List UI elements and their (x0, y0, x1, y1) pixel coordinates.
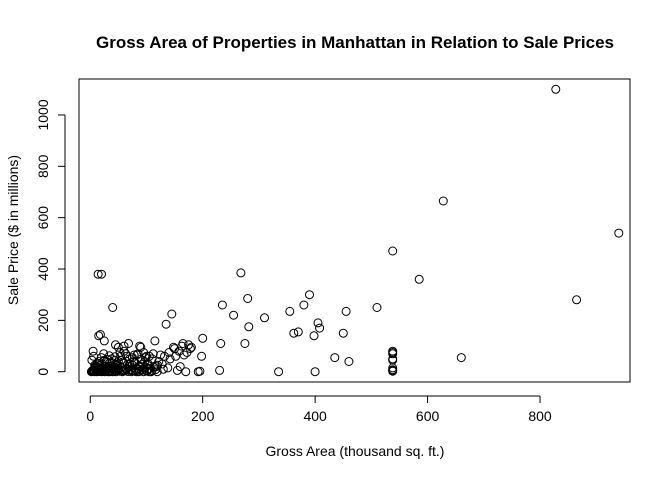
data-point (97, 269, 106, 279)
data-point (152, 367, 162, 377)
data-point (215, 365, 225, 375)
data-point (456, 353, 466, 363)
data-point (94, 331, 104, 341)
chart-title: Gross Area of Properties in Manhattan in… (96, 33, 614, 52)
data-point (217, 300, 227, 310)
data-point (285, 306, 295, 316)
data-point (344, 357, 354, 366)
data-point (293, 327, 303, 337)
data-point (186, 342, 196, 352)
data-point (315, 323, 325, 333)
data-point (104, 351, 114, 361)
data-point (93, 269, 103, 279)
y-tick-label: 1000 (35, 99, 51, 130)
data-point (216, 339, 226, 348)
plot-area (78, 78, 631, 383)
data-point (108, 303, 118, 312)
data-point (135, 341, 145, 351)
data-point (310, 367, 320, 377)
data-point (551, 84, 561, 94)
data-point (95, 330, 105, 339)
data-point (198, 333, 208, 343)
data-point (313, 318, 323, 328)
x-tick-label: 0 (86, 408, 94, 424)
y-tick-label: 600 (35, 206, 51, 230)
data-point (163, 363, 173, 373)
data-point (117, 366, 127, 376)
data-point (309, 331, 319, 341)
data-point (372, 303, 382, 312)
data-point (299, 300, 309, 310)
data-point (146, 367, 156, 377)
data-point (149, 362, 159, 372)
data-point (240, 339, 250, 348)
data-point (338, 328, 348, 338)
data-point (185, 344, 195, 354)
data-point (136, 342, 146, 352)
data-point (165, 354, 175, 364)
data-point (243, 294, 253, 303)
y-tick-label: 400 (35, 257, 51, 281)
x-tick-label: 200 (191, 408, 215, 424)
x-tick-label: 800 (528, 408, 552, 424)
data-point (572, 295, 582, 305)
y-tick-label: 800 (35, 154, 51, 178)
data-point (197, 351, 207, 361)
data-point (260, 313, 269, 323)
data-point (99, 349, 109, 359)
data-point (614, 228, 624, 238)
data-point (167, 309, 177, 319)
data-point (111, 340, 120, 350)
x-tick-label: 600 (416, 408, 440, 424)
data-point (178, 339, 188, 348)
x-axis: 0 200 400 600 800 (86, 395, 552, 424)
data-point (236, 268, 246, 278)
data-point (244, 322, 254, 332)
data-point (88, 346, 98, 356)
data-point (113, 342, 123, 352)
data-point (156, 350, 165, 360)
data-point (103, 367, 113, 377)
data-point (388, 366, 398, 376)
y-tick-label: 200 (35, 308, 51, 332)
data-point (118, 357, 128, 367)
data-point (388, 349, 398, 359)
data-point (195, 366, 205, 376)
x-tick-label: 400 (303, 408, 327, 424)
data-point (229, 310, 239, 320)
data-point (148, 349, 158, 359)
data-point (151, 365, 160, 375)
data-point (274, 367, 284, 377)
y-axis-label: Sale Price ($ in millions) (5, 155, 21, 305)
data-point (99, 336, 109, 346)
data-point (414, 274, 424, 284)
data-point (142, 366, 152, 376)
data-point (289, 328, 299, 338)
data-point (115, 348, 125, 357)
data-point (330, 353, 340, 363)
data-point (121, 364, 131, 374)
y-axis: 0 200 400 600 800 1000 (35, 99, 66, 376)
y-tick-label: 0 (35, 368, 51, 376)
data-point (341, 306, 351, 316)
data-point (119, 341, 129, 351)
data-point (438, 196, 448, 206)
data-point (179, 350, 189, 360)
data-point (143, 359, 153, 369)
data-point (181, 367, 191, 377)
data-point (305, 290, 314, 300)
data-points (86, 84, 624, 377)
data-point (89, 351, 99, 361)
data-point (161, 319, 171, 329)
data-point (175, 362, 185, 372)
data-point (388, 246, 398, 256)
data-point (124, 339, 133, 348)
x-axis-label: Gross Area (thousand sq. ft.) (266, 443, 445, 459)
data-point (94, 359, 104, 368)
data-point (150, 336, 160, 346)
